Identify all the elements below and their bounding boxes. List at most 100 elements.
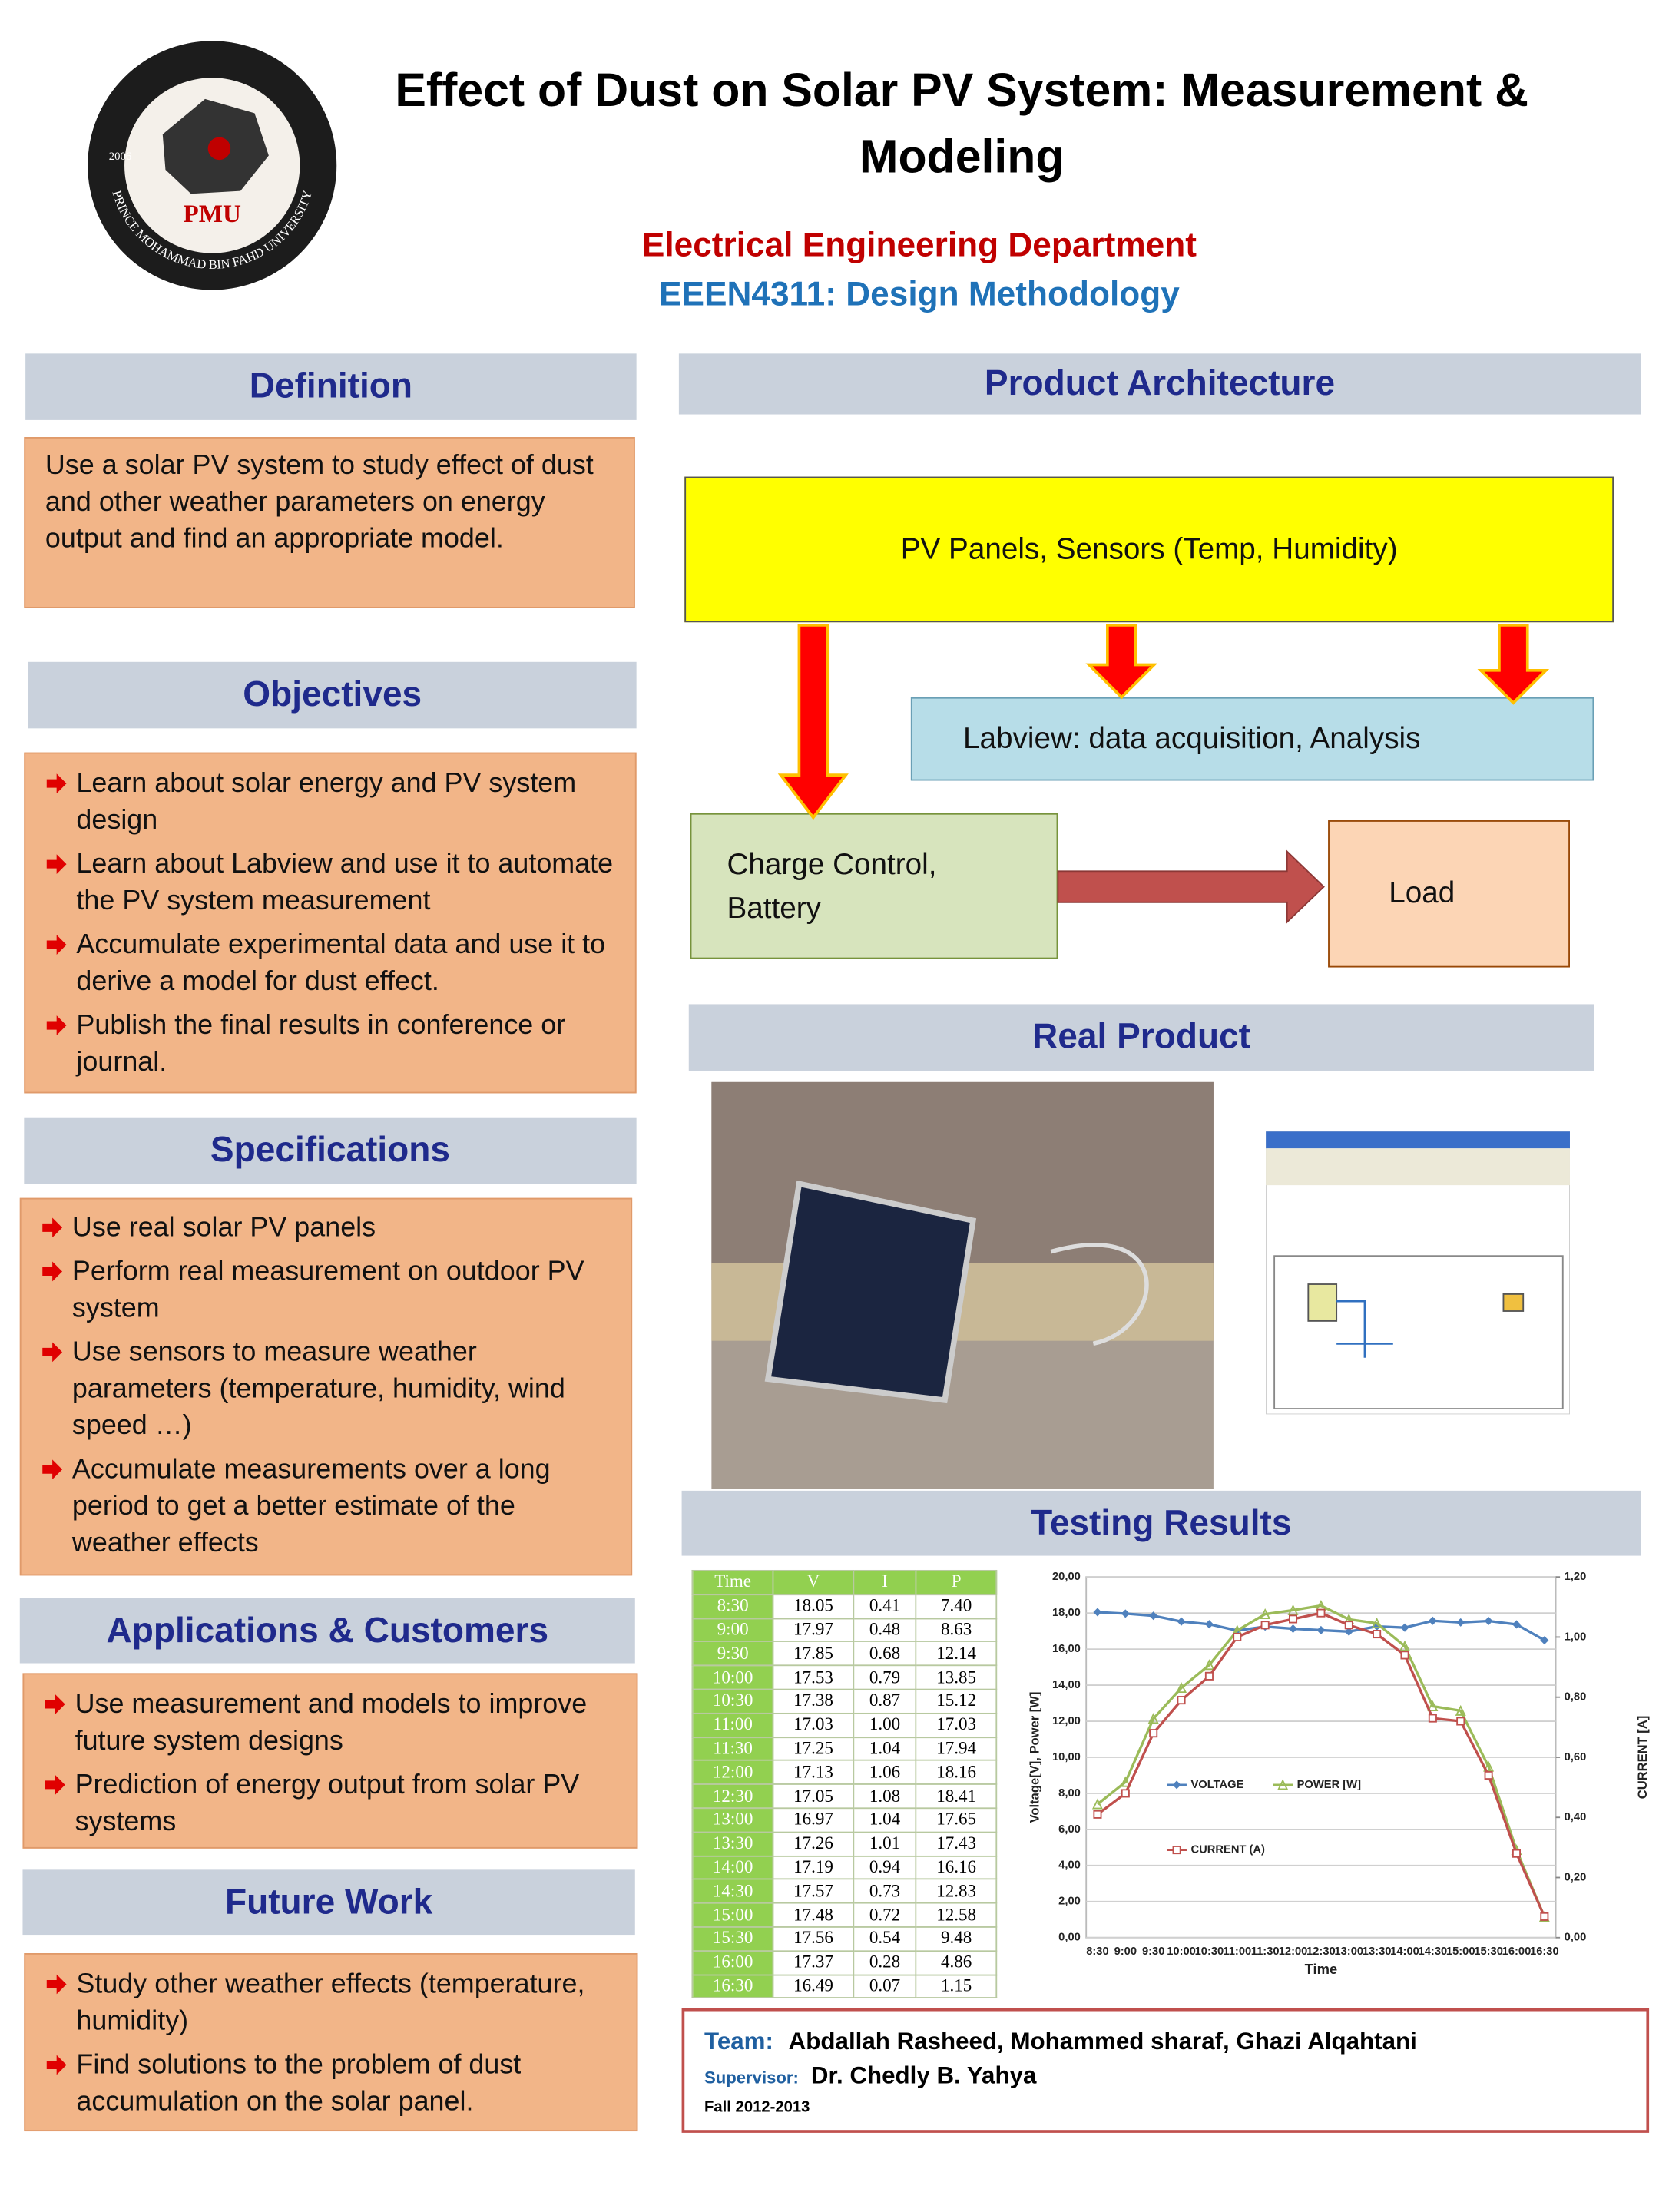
data-point xyxy=(1149,1729,1158,1738)
data-point xyxy=(1204,1659,1215,1671)
arrow xyxy=(1057,849,1325,924)
product-photo xyxy=(711,1081,1214,1490)
bullet-arrow xyxy=(46,935,67,955)
y2-tick-label: 0,60 xyxy=(1565,1751,1587,1763)
table-cell: 17.53 xyxy=(772,1664,855,1690)
daq-block xyxy=(1307,1283,1338,1322)
table-cell: 7.40 xyxy=(916,1593,998,1619)
x-tick-label: 13:00 xyxy=(1334,1945,1363,1958)
y-tick-label: 4,00 xyxy=(1058,1859,1081,1872)
list-text: Publish the final results in conference … xyxy=(76,1009,566,1078)
y2-axis-label: CURRENT [A] xyxy=(1635,1716,1650,1800)
data-point xyxy=(1147,1713,1159,1724)
supervisor-label: Supervisor: xyxy=(704,2068,799,2088)
data-point xyxy=(1399,1640,1411,1651)
table-header-cell: V xyxy=(772,1570,855,1595)
list-text: Accumulate measurements over a long peri… xyxy=(71,1453,551,1559)
table-cell: 8:30 xyxy=(691,1593,774,1619)
table-cell: 9:30 xyxy=(691,1641,774,1667)
data-point xyxy=(1120,1776,1131,1787)
data-point xyxy=(1427,1700,1439,1711)
data-point xyxy=(1455,1704,1466,1716)
definition-text: Use a solar PV system to study effect of… xyxy=(24,437,635,608)
table-cell: 15:00 xyxy=(691,1902,774,1928)
list-item: Use sensors to measure weather parameter… xyxy=(41,1333,614,1444)
list-item: Prediction of energy output from solar P… xyxy=(44,1767,619,1840)
arrows xyxy=(777,624,1550,924)
table-cell: 11:30 xyxy=(691,1736,774,1762)
section-heading: Real Product xyxy=(688,1004,1594,1071)
data-point xyxy=(1428,1616,1437,1625)
table-cell: 0.94 xyxy=(853,1855,917,1880)
y2-tick-label: 0,20 xyxy=(1565,1871,1587,1883)
x-tick-label: 12:30 xyxy=(1306,1945,1336,1958)
list-text: Accumulate experimental data and use it … xyxy=(76,929,606,998)
x-tick-label: 11:00 xyxy=(1223,1945,1251,1958)
table-cell: 0.87 xyxy=(853,1688,917,1714)
table-cell: 17.94 xyxy=(916,1736,998,1762)
list: Study other weather effects (temperature… xyxy=(45,1966,620,2121)
list-text: Learn about Labview and use it to automa… xyxy=(76,848,614,917)
y-axis-label: Voltage[V], Power [W] xyxy=(1027,1692,1041,1823)
data-point xyxy=(1400,1651,1409,1660)
y-tick-label: 6,00 xyxy=(1058,1823,1081,1836)
logo-sun xyxy=(207,137,231,161)
arrow xyxy=(777,624,849,820)
load-box: Load xyxy=(1328,820,1570,968)
x-tick-label: 16:00 xyxy=(1502,1945,1532,1958)
section-heading: Future Work xyxy=(22,1869,635,1936)
bullet-icon xyxy=(46,935,67,955)
table-cell: 0.48 xyxy=(853,1617,917,1643)
data-point xyxy=(1287,1604,1299,1615)
list-item: Learn about solar energy and PV system d… xyxy=(45,765,618,839)
y-tick-label: 16,00 xyxy=(1052,1643,1081,1655)
title: Effect of Dust on Solar PV System: Measu… xyxy=(395,63,1528,183)
series-line xyxy=(1096,1604,1546,1918)
stop-block xyxy=(1502,1293,1525,1312)
data-point xyxy=(1091,1798,1103,1810)
bullet-icon xyxy=(45,1694,65,1714)
table-cell: 18.41 xyxy=(916,1783,998,1810)
legend-label: POWER [W] xyxy=(1297,1779,1361,1791)
table-cell: 10:30 xyxy=(691,1688,774,1714)
table-cell: 0.72 xyxy=(853,1902,917,1928)
list: Learn about solar energy and PV system d… xyxy=(45,765,618,1081)
table-cell: 18.16 xyxy=(916,1760,998,1786)
window-titlebar xyxy=(1266,1131,1570,1149)
objectives-box: Learn about solar energy and PV system d… xyxy=(24,752,637,1094)
table-cell: 11:00 xyxy=(691,1712,774,1738)
bullet-arrow xyxy=(45,1694,65,1714)
data-point xyxy=(1512,1849,1521,1858)
data-point xyxy=(1316,1625,1326,1634)
table-cell: 0.68 xyxy=(853,1641,917,1667)
table-row: 16:00 17.37 0.28 4.86 xyxy=(691,1949,998,1975)
bullet-arrow xyxy=(46,2055,67,2075)
x-tick-label: 10:30 xyxy=(1195,1945,1224,1958)
table-header-cell: I xyxy=(853,1570,917,1595)
table-cell: 1.04 xyxy=(853,1736,917,1762)
table-cell: 12.14 xyxy=(916,1641,998,1667)
y-tick-label: 20,00 xyxy=(1052,1571,1081,1583)
data-point xyxy=(1233,1632,1242,1641)
bullet-icon xyxy=(42,1217,63,1238)
chart: 0,00 2,00 4,00 6,00 8,00 10,00 12,00 14,00 16,00… xyxy=(1027,1571,1650,1977)
list-text: Use sensors to measure weather parameter… xyxy=(71,1336,565,1442)
logo: PMU 2006 PRINCE MOHAMMAD BIN FAHD UNIVER… xyxy=(88,41,337,290)
list: Use measurement and models to improve fu… xyxy=(44,1686,619,1840)
bullet-arrow xyxy=(46,773,67,794)
data-point xyxy=(1204,1620,1214,1629)
bullet-icon xyxy=(46,2055,67,2075)
diagram-frame xyxy=(1273,1255,1564,1409)
list-item: Find solutions to the problem of dust ac… xyxy=(45,2047,620,2121)
data-point xyxy=(1483,1760,1495,1772)
section-heading: Testing Results xyxy=(681,1490,1641,1556)
y-tick-label: 18,00 xyxy=(1052,1607,1081,1619)
photo-panel xyxy=(764,1180,977,1404)
table-header-cell: Time xyxy=(691,1570,774,1595)
table-cell: 12.83 xyxy=(916,1879,998,1904)
list-item: Accumulate experimental data and use it … xyxy=(45,926,618,1000)
data-point xyxy=(1121,1789,1130,1798)
x-tick-label: 13:30 xyxy=(1363,1945,1392,1958)
table-cell: 0.28 xyxy=(853,1949,917,1975)
